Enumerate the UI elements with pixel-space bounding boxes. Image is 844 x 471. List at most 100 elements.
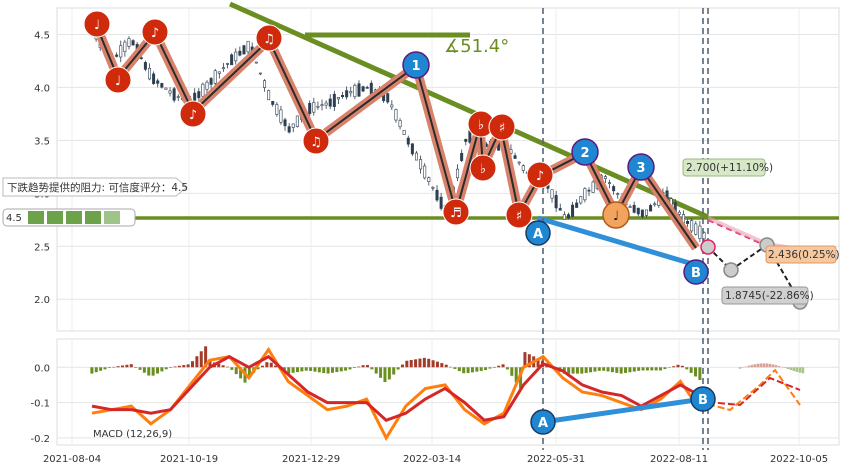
candle: [406, 137, 410, 145]
marker-note-orange: ♩: [602, 201, 630, 229]
candle: [115, 54, 119, 57]
macd-bar: [339, 367, 343, 372]
macd-bar: [208, 361, 212, 368]
macd-bar: [449, 366, 453, 368]
marker-note-3: ♪: [141, 18, 169, 46]
macd-bar-forecast: [783, 367, 787, 368]
candle: [702, 232, 706, 240]
candle: [217, 71, 221, 74]
svg-text:♫: ♫: [263, 32, 275, 47]
candle: [308, 103, 312, 114]
marker-wave-1: 1: [402, 51, 430, 79]
macd-marker-b: B: [690, 386, 716, 412]
candle: [414, 152, 418, 161]
macd-bar: [414, 359, 418, 368]
macd-bar: [142, 367, 146, 373]
candle: [566, 214, 570, 219]
candle: [398, 120, 402, 128]
macd-bar: [239, 367, 243, 379]
candle: [603, 176, 607, 180]
x-tick: 2022-08-11: [650, 454, 708, 465]
macd-bar: [125, 364, 129, 368]
candle: [197, 91, 201, 99]
macd-bar: [256, 367, 260, 370]
candle: [267, 90, 271, 101]
macd-bar: [492, 367, 496, 368]
macd-bar: [191, 361, 195, 368]
candle: [127, 38, 131, 47]
candle: [119, 45, 123, 58]
macd-y-tick: -0.1: [30, 399, 50, 410]
macd-bar: [475, 367, 479, 372]
candle: [221, 67, 225, 70]
candle: [591, 181, 595, 193]
macd-bar-forecast: [771, 364, 775, 368]
candle: [628, 206, 632, 208]
macd-marker-a: A: [530, 409, 556, 435]
resistance-callout: 下跌趋势提供的阻力: 可信度评分：4.5: [2, 177, 188, 197]
macd-bar: [357, 366, 361, 368]
x-ticks: 2021-08-04 2021-10-19 2021-12-29 2022-03-14…: [43, 454, 828, 465]
svg-text:♩: ♩: [613, 209, 619, 224]
macd-bar: [182, 365, 186, 368]
candle: [246, 40, 250, 53]
macd-histogram: [90, 346, 805, 389]
candle: [254, 61, 258, 64]
macd-bar: [322, 367, 326, 374]
candle: [263, 80, 267, 88]
svg-text:3: 3: [636, 161, 645, 176]
macd-forecast-dea: [707, 376, 801, 407]
candle: [612, 186, 616, 192]
macd-bar: [637, 367, 641, 371]
macd-bar: [304, 367, 308, 371]
macd-bar: [134, 367, 138, 368]
candle: [160, 83, 164, 88]
target-high-label: 2.700(+11.10%): [682, 158, 773, 177]
macd-bar: [440, 363, 444, 368]
candle: [653, 203, 657, 206]
macd-bar: [177, 365, 181, 368]
candle: [168, 90, 172, 94]
macd-bar: [221, 365, 225, 368]
marker-note-7: ♬: [442, 198, 470, 226]
macd-bar: [672, 366, 676, 368]
score-icon-3: [66, 211, 82, 224]
macd-bar: [94, 367, 98, 373]
macd-bar: [335, 367, 339, 373]
macd-bar-forecast: [762, 363, 766, 368]
price-y-tick: 4.0: [34, 83, 50, 94]
svg-text:2.700(+11.10%): 2.700(+11.10%): [686, 162, 773, 174]
candle: [517, 161, 521, 164]
macd-bar: [103, 367, 107, 370]
macd-bar: [641, 367, 645, 371]
macd-bar: [606, 367, 610, 372]
macd-bar: [422, 357, 426, 368]
macd-bar: [138, 367, 142, 370]
candle: [686, 221, 690, 224]
candle: [312, 102, 316, 113]
macd-bar: [396, 367, 400, 370]
svg-text:4.5: 4.5: [6, 213, 22, 224]
marker-note-6: ♫: [302, 127, 330, 155]
macd-bar: [234, 367, 238, 375]
macd-bar: [453, 367, 457, 369]
candle: [283, 119, 287, 127]
macd-bar: [116, 366, 120, 368]
macd-bar: [348, 367, 352, 370]
marker-note-2: ♩: [104, 66, 132, 94]
macd-bar: [121, 365, 125, 368]
angle-label: ∡51.4°: [444, 36, 509, 57]
svg-text:♩: ♩: [94, 18, 100, 33]
macd-bar-forecast: [765, 363, 769, 368]
macd-bar: [418, 358, 422, 368]
marker-note-5: ♫: [255, 24, 283, 52]
svg-text:♫: ♫: [310, 135, 322, 150]
macd-bar: [650, 367, 654, 371]
candle: [328, 98, 332, 107]
candle: [636, 207, 640, 215]
candle: [172, 88, 176, 101]
marker-flat-1: ♭: [467, 110, 495, 138]
candle: [320, 104, 324, 106]
macd-bar: [663, 367, 667, 370]
macd-bar: [505, 367, 509, 370]
